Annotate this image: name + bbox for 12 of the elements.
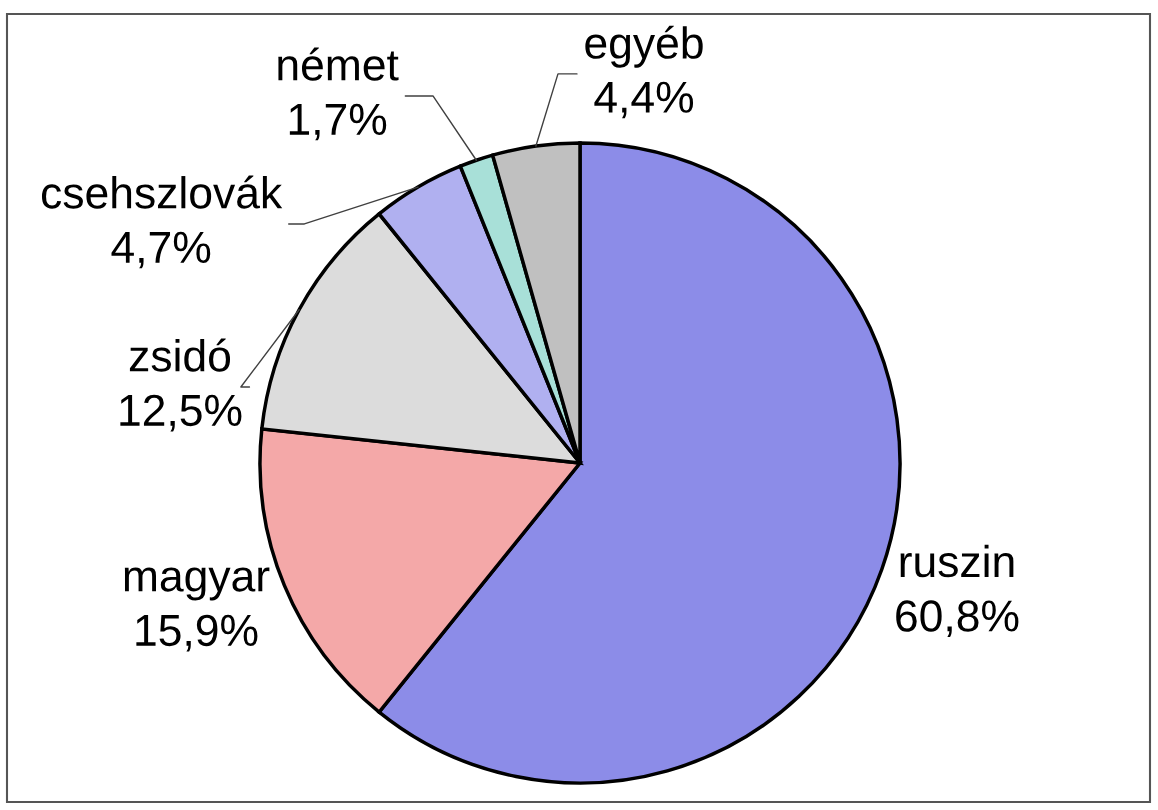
data-label: 1,7% (289, 103, 387, 141)
data-label: 4,7% (111, 231, 211, 269)
slice-label: zsidó (129, 338, 231, 372)
slice-label: egyéb (585, 25, 703, 68)
data-label: 12,5% (120, 394, 242, 432)
data-label: 60,8% (896, 600, 1019, 637)
slice-label: ruszin (900, 544, 1014, 578)
slice-label: német (278, 47, 399, 81)
data-label: 4,4% (594, 81, 694, 119)
data-label: 15,9% (136, 614, 258, 652)
slice-label: csehszlovák (41, 175, 283, 209)
slice-label: magyar (124, 567, 270, 601)
